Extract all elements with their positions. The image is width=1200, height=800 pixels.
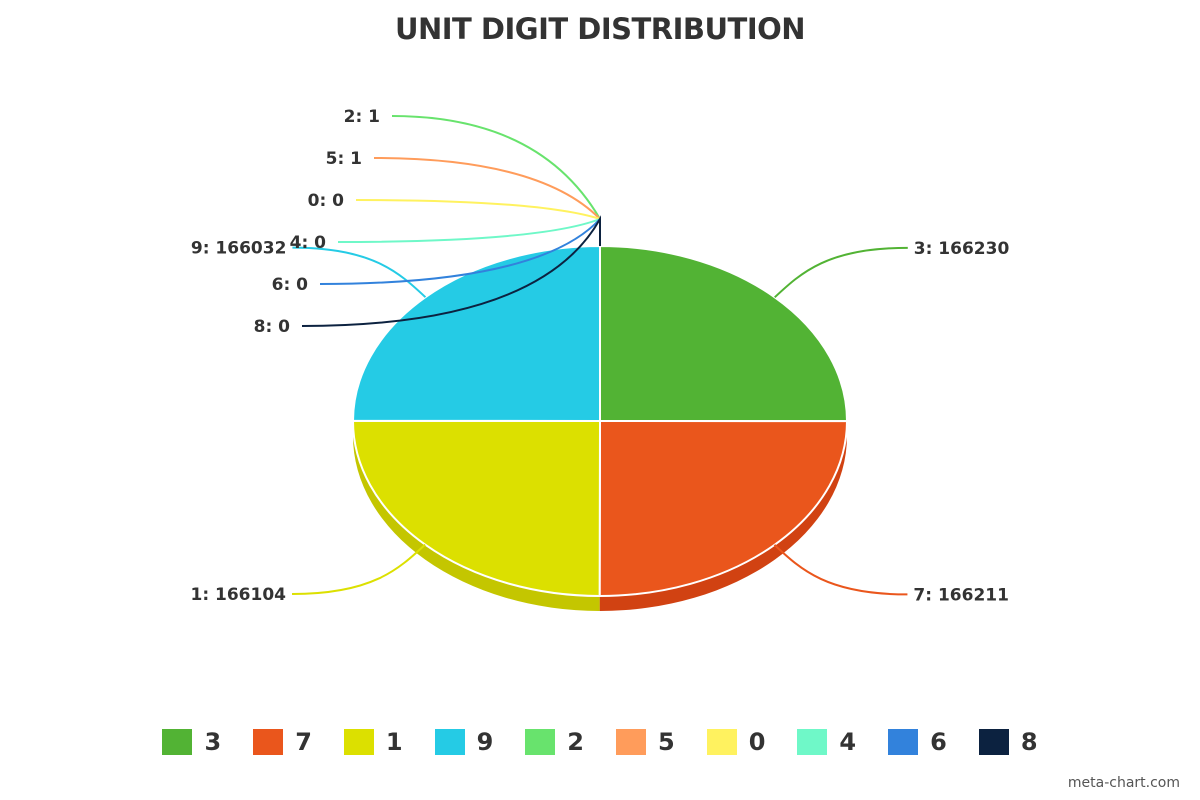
legend-item-4[interactable]: 4 xyxy=(797,728,856,756)
pie-slice-7[interactable] xyxy=(598,420,848,598)
legend-item-1[interactable]: 1 xyxy=(343,728,403,756)
legend-swatch xyxy=(253,729,284,755)
credit-text: meta-chart.com xyxy=(1067,775,1180,791)
legend-label: 0 xyxy=(748,728,766,756)
connector-6 xyxy=(319,216,601,285)
legend-item-3[interactable]: 3 xyxy=(162,728,221,756)
connector-0 xyxy=(355,199,601,246)
legend-label: 1 xyxy=(385,728,403,756)
legend-swatch xyxy=(706,729,737,755)
data-label-4: 4: 0 xyxy=(290,233,327,253)
connector-7 xyxy=(773,544,908,596)
legend: 3 7 1 9 2 5 0 4 6 8 xyxy=(0,722,1200,762)
legend-swatch xyxy=(525,729,556,755)
legend-item-2[interactable]: 2 xyxy=(525,728,584,756)
legend-item-5[interactable]: 5 xyxy=(616,728,675,756)
legend-label: 5 xyxy=(658,728,675,756)
data-label-8: 8: 0 xyxy=(254,317,291,337)
pie-slice-3[interactable] xyxy=(599,245,849,423)
legend-swatch xyxy=(434,729,465,755)
connector-4 xyxy=(337,217,601,246)
legend-swatch xyxy=(162,729,193,755)
legend-item-0[interactable]: 0 xyxy=(706,728,766,756)
legend-swatch xyxy=(888,729,919,755)
legend-swatch xyxy=(978,729,1009,755)
legend-item-8[interactable]: 8 xyxy=(978,728,1038,756)
connector-3 xyxy=(774,246,908,299)
legend-label: 4 xyxy=(839,728,857,756)
legend-swatch xyxy=(343,729,374,755)
connector-2 xyxy=(391,115,601,246)
legend-label: 8 xyxy=(1020,728,1038,756)
chart-title: UNIT DIGIT DISTRIBUTION xyxy=(394,12,806,46)
legend-label: 7 xyxy=(295,728,312,756)
data-label-9: 9: 166032 xyxy=(191,239,287,259)
connector-9 xyxy=(292,246,427,298)
pie-slice-1[interactable] xyxy=(351,419,601,597)
data-label-0: 0: 0 xyxy=(308,191,345,211)
legend-swatch xyxy=(616,729,646,755)
connector-8 xyxy=(301,215,601,327)
data-label-1: 1: 166104 xyxy=(190,585,286,605)
legend-item-6[interactable]: 6 xyxy=(888,728,947,756)
data-label-6: 6: 0 xyxy=(272,275,309,295)
data-label-2: 2: 1 xyxy=(344,107,380,127)
legend-label: 3 xyxy=(204,728,222,756)
data-label-3: 3: 166230 xyxy=(914,239,1010,259)
legend-item-9[interactable]: 9 xyxy=(434,728,494,756)
connector-5 xyxy=(373,157,601,246)
legend-label: 9 xyxy=(476,728,494,756)
legend-swatch xyxy=(797,729,828,755)
data-label-5: 5: 1 xyxy=(326,149,362,169)
legend-label: 2 xyxy=(567,728,584,756)
legend-item-7[interactable]: 7 xyxy=(253,728,312,756)
data-label-7: 7: 166211 xyxy=(913,585,1009,605)
connector-1 xyxy=(292,543,426,596)
legend-label: 6 xyxy=(930,728,947,756)
